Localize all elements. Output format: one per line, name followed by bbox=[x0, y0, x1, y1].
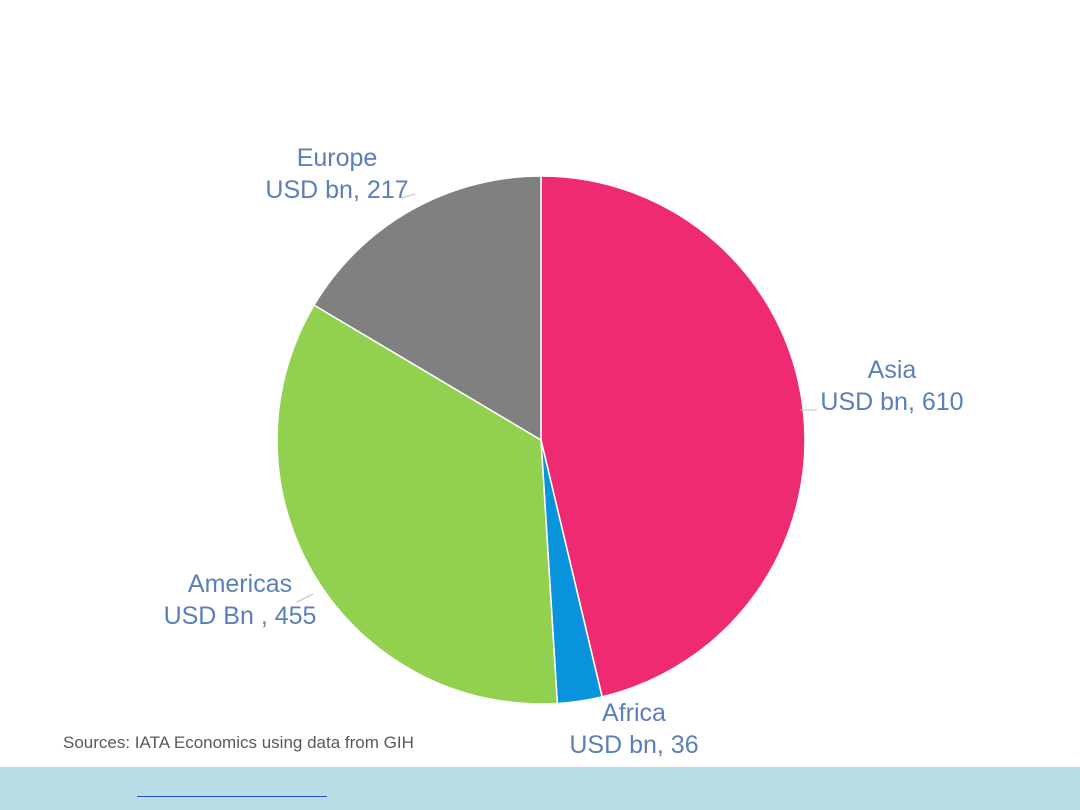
slice-label-value: USD bn, 36 bbox=[569, 731, 698, 759]
footer-link[interactable] bbox=[137, 778, 327, 797]
slice-label-name: Americas bbox=[188, 570, 292, 598]
slice-label-value: USD bn, 217 bbox=[265, 176, 408, 204]
pie-slice-asia bbox=[540, 175, 806, 698]
footer-bar bbox=[0, 767, 1080, 810]
leader-line bbox=[401, 193, 416, 199]
slice-label-name: Africa bbox=[602, 699, 666, 727]
leader-line bbox=[296, 593, 314, 603]
slice-label-value: USD Bn , 455 bbox=[164, 602, 317, 630]
pie-slice-americas bbox=[276, 304, 559, 705]
source-note: Sources: IATA Economics using data from … bbox=[63, 733, 414, 752]
slice-label-value: USD bn, 610 bbox=[820, 388, 963, 416]
slice-label-name: Asia bbox=[868, 356, 917, 384]
pie-slice-europe bbox=[313, 175, 542, 442]
slice-labels: Asia USD bn, 610 Africa USD bn, 36 Americas U… bbox=[164, 144, 964, 759]
slice-label-name: Europe bbox=[297, 144, 378, 172]
pie-slices bbox=[276, 175, 806, 705]
label-leaders bbox=[296, 193, 817, 603]
